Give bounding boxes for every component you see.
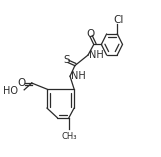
Text: HO: HO [3,86,18,96]
Text: CH₃: CH₃ [61,132,77,141]
Text: S: S [63,55,70,65]
Text: Cl: Cl [114,15,124,25]
Text: NH: NH [89,50,104,60]
Text: O: O [87,29,95,39]
Text: NH: NH [71,71,86,81]
Text: O: O [18,78,26,88]
